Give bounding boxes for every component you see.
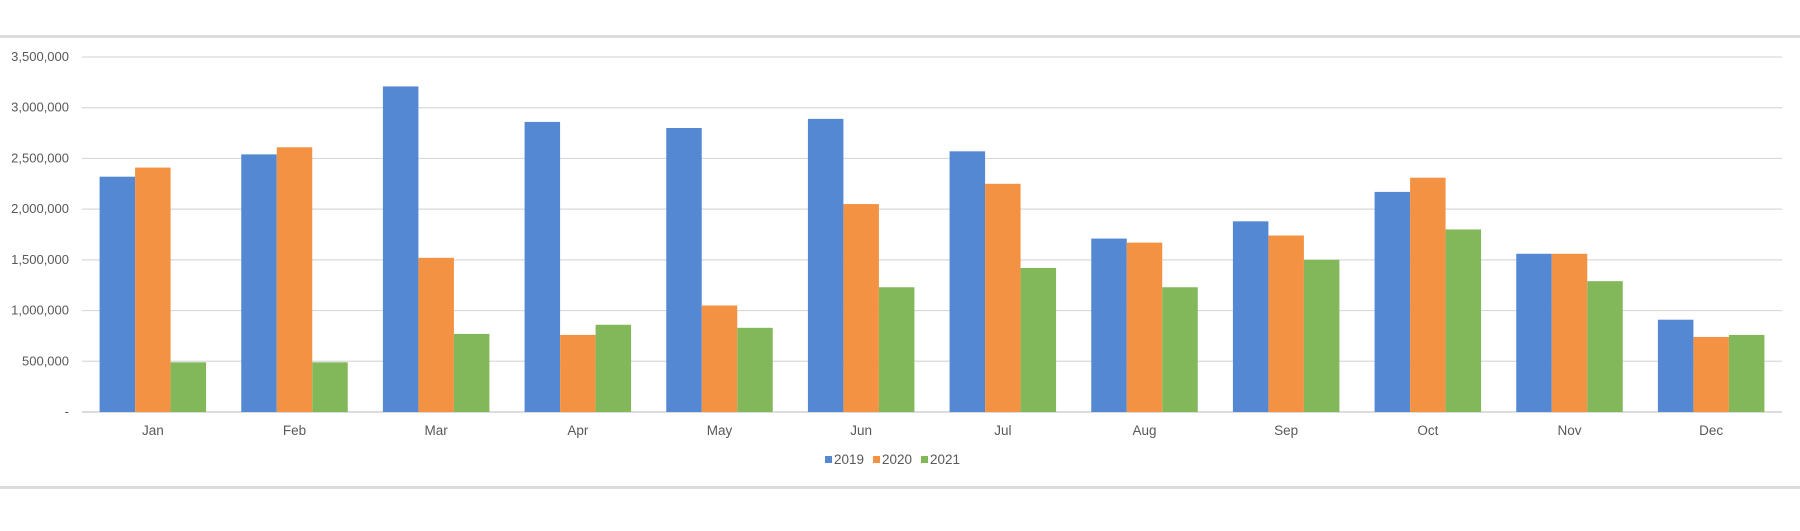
y-tick-label: - xyxy=(65,404,69,419)
bar-2021-dec xyxy=(1728,334,1765,412)
y-axis-tick-labels: - 500,000 1,000,000 1,500,000 2,000,000 2,500… xyxy=(11,49,69,419)
bar-2020-oct xyxy=(1410,177,1446,412)
legend-swatch-2019 xyxy=(825,456,832,463)
bar-2019-apr xyxy=(524,121,561,413)
bar-2019-mar xyxy=(382,86,419,413)
x-tick-label: Apr xyxy=(567,423,589,438)
bar-2020-mar xyxy=(418,257,454,412)
x-tick-label: Oct xyxy=(1417,423,1438,438)
bar-2021-oct xyxy=(1445,229,1482,412)
bar-2021-aug xyxy=(1162,287,1198,412)
top-divider xyxy=(0,35,1800,38)
bar-2019-jan xyxy=(99,176,136,412)
bar-2019-jul xyxy=(949,151,986,413)
bar-2020-jan xyxy=(135,167,171,412)
bar-2020-may xyxy=(701,305,738,412)
y-tick-label: 3,500,000 xyxy=(11,49,69,64)
bottom-divider xyxy=(0,486,1800,489)
legend-swatch-2020 xyxy=(873,456,880,463)
x-tick-label: Jun xyxy=(850,423,872,438)
bar-2021-sep xyxy=(1303,259,1340,412)
bar-2021-jun xyxy=(878,287,915,412)
y-tick-label: 1,500,000 xyxy=(11,252,69,267)
bar-2019-jun xyxy=(807,118,844,412)
bar-2019-may xyxy=(666,128,702,412)
bar-2021-feb xyxy=(312,362,348,412)
legend: 2019 2020 2021 xyxy=(825,452,960,467)
bar-2020-dec xyxy=(1693,336,1729,412)
x-tick-label: Jan xyxy=(142,423,164,438)
x-tick-label: Nov xyxy=(1557,423,1581,438)
bar-2020-feb xyxy=(276,147,313,412)
y-tick-label: 3,000,000 xyxy=(11,100,69,115)
x-axis-tick-labels: Jan Feb Mar Apr May Jun Jul Aug Sep Oct Nov Dec xyxy=(142,423,1723,438)
x-tick-label: Aug xyxy=(1132,423,1156,438)
bar-2021-jan xyxy=(170,362,207,412)
x-tick-label: Dec xyxy=(1699,423,1723,438)
x-tick-label: Sep xyxy=(1274,423,1298,438)
bar-2019-nov xyxy=(1516,253,1552,412)
y-tick-label: 1,000,000 xyxy=(11,303,69,318)
bar-2021-mar xyxy=(453,333,490,412)
bar-2021-jul xyxy=(1020,267,1057,412)
bar-2020-sep xyxy=(1268,235,1304,412)
bar-2019-dec xyxy=(1657,319,1694,412)
x-tick-label: May xyxy=(707,423,733,438)
bar-2019-sep xyxy=(1232,221,1269,412)
legend-swatch-2021 xyxy=(921,456,928,463)
y-tick-label: 500,000 xyxy=(22,353,69,368)
bar-2021-nov xyxy=(1587,281,1623,412)
grid-lines xyxy=(82,56,1782,413)
bar-2020-jul xyxy=(985,183,1021,412)
bar-2019-feb xyxy=(241,154,277,412)
bars xyxy=(99,86,1765,413)
bar-2019-aug xyxy=(1091,238,1127,412)
x-tick-label: Feb xyxy=(283,423,306,438)
bar-2021-may xyxy=(737,327,773,412)
x-tick-label: Jul xyxy=(994,423,1011,438)
bar-2021-apr xyxy=(595,324,632,412)
legend-label: 2020 xyxy=(882,452,912,467)
legend-label: 2021 xyxy=(930,452,960,467)
bar-2020-aug xyxy=(1126,242,1163,412)
y-tick-label: 2,500,000 xyxy=(11,150,69,165)
x-tick-label: Mar xyxy=(425,423,449,438)
y-tick-label: 2,000,000 xyxy=(11,201,69,216)
bar-2020-nov xyxy=(1551,253,1588,412)
bar-2020-jun xyxy=(843,204,879,412)
bar-2019-oct xyxy=(1374,191,1411,412)
legend-label: 2019 xyxy=(834,452,864,467)
bar-2020-apr xyxy=(560,334,596,412)
